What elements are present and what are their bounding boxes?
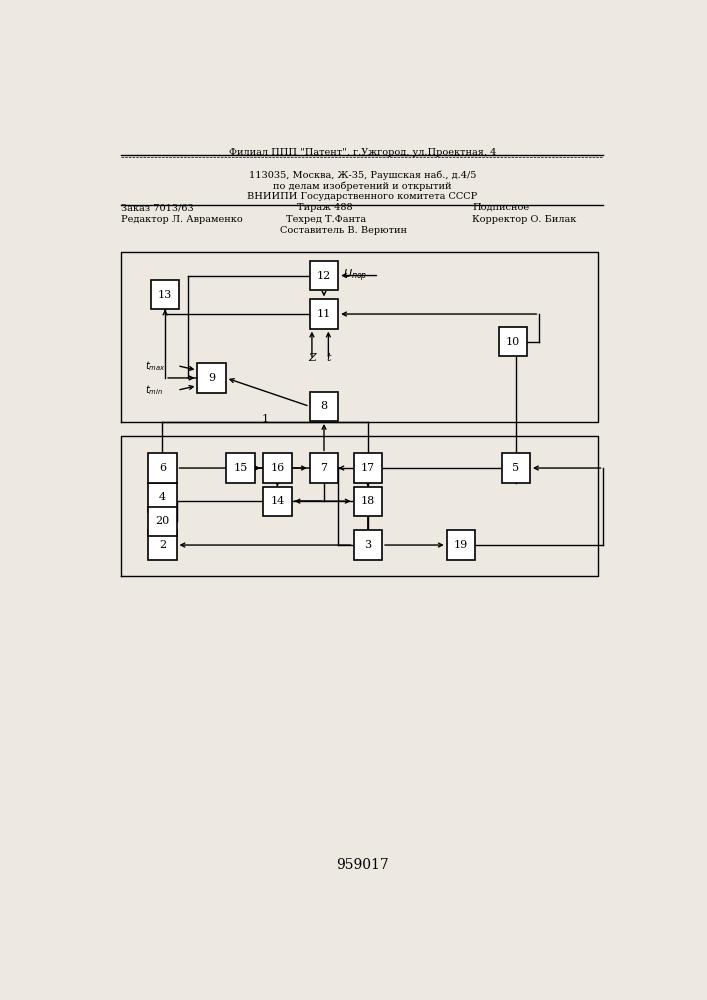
Bar: [263, 453, 292, 483]
Bar: [498, 327, 527, 356]
Text: Филиал ППП "Патент", г.Ужгород, ул.Проектная, 4: Филиал ППП "Патент", г.Ужгород, ул.Проек…: [228, 148, 496, 157]
Bar: [197, 363, 226, 393]
Text: ВНИИПИ Государственного комитета СССР: ВНИИПИ Государственного комитета СССР: [247, 192, 477, 201]
Text: 14: 14: [270, 496, 284, 506]
Text: Тираж 488: Тираж 488: [297, 203, 352, 212]
Text: $U_{пор}$: $U_{пор}$: [343, 267, 367, 284]
Text: 17: 17: [361, 463, 375, 473]
Text: 12: 12: [317, 271, 331, 281]
Text: 13: 13: [158, 290, 173, 300]
Text: 959017: 959017: [336, 858, 389, 872]
Text: Техред Т.Фанта: Техред Т.Фанта: [286, 215, 366, 224]
Bar: [263, 487, 292, 516]
Text: 5: 5: [512, 463, 520, 473]
Bar: [151, 280, 180, 309]
Text: 10: 10: [506, 337, 520, 347]
Bar: [447, 530, 475, 560]
Bar: [501, 453, 530, 483]
Bar: [148, 507, 177, 536]
Text: Корректор О. Билак: Корректор О. Билак: [472, 215, 576, 224]
Bar: [148, 483, 177, 512]
Text: 18: 18: [361, 496, 375, 506]
Text: $t_{min}$: $t_{min}$: [146, 383, 163, 397]
Text: $t_{max}$: $t_{max}$: [146, 359, 166, 373]
Text: Z: Z: [308, 353, 316, 363]
Text: по делам изобретений и открытий: по делам изобретений и открытий: [273, 182, 452, 191]
Text: 3: 3: [364, 540, 371, 550]
Bar: [148, 453, 177, 483]
Bar: [310, 299, 338, 329]
Bar: [310, 453, 338, 483]
Text: 16: 16: [270, 463, 284, 473]
Bar: [310, 261, 338, 290]
Text: 8: 8: [320, 401, 327, 411]
Text: 2: 2: [159, 540, 166, 550]
Text: 6: 6: [159, 463, 166, 473]
Bar: [310, 392, 338, 421]
Bar: [226, 453, 255, 483]
Bar: [354, 453, 382, 483]
Text: 7: 7: [320, 463, 327, 473]
Text: Редактор Л. Авраменко: Редактор Л. Авраменко: [122, 215, 243, 224]
Text: 1: 1: [262, 414, 269, 424]
Text: Подписное: Подписное: [472, 203, 529, 212]
Bar: [354, 530, 382, 560]
Text: 15: 15: [233, 463, 248, 473]
Text: 20: 20: [156, 516, 170, 526]
Text: t: t: [326, 353, 331, 363]
Bar: [148, 530, 177, 560]
Text: 19: 19: [454, 540, 468, 550]
Text: 11: 11: [317, 309, 331, 319]
Bar: [354, 487, 382, 516]
Text: Составитель В. Верютин: Составитель В. Верютин: [280, 226, 407, 235]
Text: 113035, Москва, Ж-35, Раушская наб., д.4/5: 113035, Москва, Ж-35, Раушская наб., д.4…: [249, 171, 476, 180]
Text: Заказ 7013/63: Заказ 7013/63: [122, 203, 194, 212]
Text: 4: 4: [159, 492, 166, 502]
Text: 9: 9: [208, 373, 215, 383]
